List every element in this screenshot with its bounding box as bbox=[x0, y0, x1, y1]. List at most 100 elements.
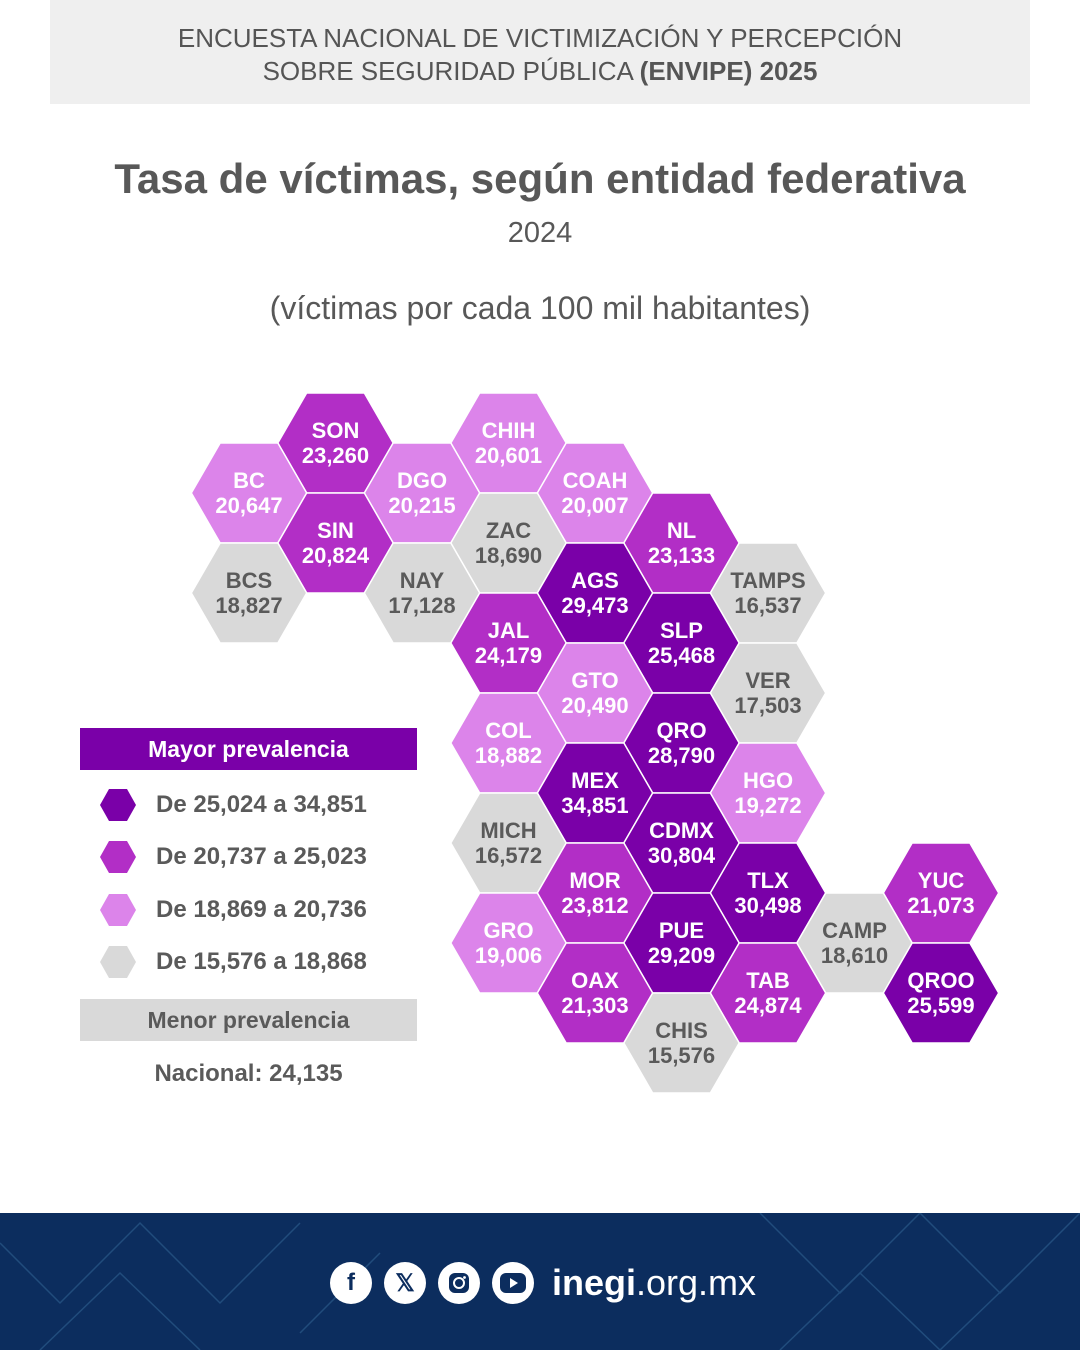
hexagon-icon bbox=[100, 894, 136, 926]
instagram-icon[interactable] bbox=[438, 1262, 480, 1304]
legend-item: De 25,024 a 34,851 bbox=[100, 787, 367, 823]
state-value: 21,303 bbox=[561, 993, 628, 1018]
state-value: 28,790 bbox=[648, 743, 715, 768]
state-value: 17,503 bbox=[734, 693, 801, 718]
legend-item-label: De 25,024 a 34,851 bbox=[156, 791, 367, 818]
state-code: COAH bbox=[563, 468, 628, 493]
header-line-2-text: SOBRE SEGURIDAD PÚBLICA bbox=[262, 56, 640, 86]
state-code: HGO bbox=[743, 768, 793, 793]
legend-item-label: De 18,869 a 20,736 bbox=[156, 896, 367, 923]
social-links: f 𝕏 inegi.org.mx bbox=[330, 1262, 756, 1304]
state-value: 34,851 bbox=[561, 793, 628, 818]
state-code: SIN bbox=[317, 518, 354, 543]
hex-shape bbox=[622, 992, 741, 1094]
state-code: CDMX bbox=[649, 818, 714, 843]
header-line-1: ENCUESTA NACIONAL DE VICTIMIZACIÓN Y PER… bbox=[177, 23, 903, 53]
state-code: CHIH bbox=[482, 418, 536, 443]
state-value: 24,874 bbox=[734, 993, 802, 1018]
hexagon-icon bbox=[100, 841, 136, 873]
state-value: 20,647 bbox=[215, 493, 282, 518]
state-value: 21,073 bbox=[907, 893, 974, 918]
legend-top-label: Mayor prevalencia bbox=[80, 728, 417, 770]
legend-item-label: De 20,737 a 25,023 bbox=[156, 843, 367, 870]
unit-label: (víctimas por cada 100 mil habitantes) bbox=[269, 290, 811, 326]
state-code: YUC bbox=[918, 868, 965, 893]
state-code: COL bbox=[485, 718, 531, 743]
state-code: NL bbox=[667, 518, 696, 543]
legend-item-label: De 15,576 a 18,868 bbox=[156, 948, 367, 975]
page-title: Tasa de víctimas, según entidad federati… bbox=[114, 155, 966, 202]
state-code: SON bbox=[312, 418, 360, 443]
state-code: BCS bbox=[226, 568, 272, 593]
state-code: AGS bbox=[571, 568, 619, 593]
state-value: 18,882 bbox=[475, 743, 542, 768]
year: 2024 bbox=[507, 217, 573, 249]
state-value: 23,133 bbox=[648, 543, 715, 568]
state-code: SLP bbox=[660, 618, 703, 643]
state-code: QRO bbox=[656, 718, 706, 743]
state-code: BC bbox=[233, 468, 265, 493]
state-value: 30,804 bbox=[648, 843, 716, 868]
youtube-icon[interactable] bbox=[492, 1262, 534, 1304]
facebook-icon[interactable]: f bbox=[330, 1262, 372, 1304]
state-code: MOR bbox=[569, 868, 620, 893]
state-code: OAX bbox=[571, 968, 619, 993]
state-value: 20,601 bbox=[475, 443, 542, 468]
national-rate: Nacional: 24,135 bbox=[154, 1060, 343, 1087]
website-link[interactable]: inegi.org.mx bbox=[552, 1262, 756, 1304]
state-value: 20,824 bbox=[302, 543, 370, 568]
state-code: NAY bbox=[400, 568, 445, 593]
state-code: CHIS bbox=[655, 1018, 708, 1043]
site-rest: .org.mx bbox=[636, 1262, 757, 1303]
hexagon-icon bbox=[100, 789, 136, 821]
state-value: 20,490 bbox=[561, 693, 628, 718]
state-value: 20,007 bbox=[561, 493, 628, 518]
legend-item: De 15,576 a 18,868 bbox=[100, 944, 367, 980]
state-code: QROO bbox=[907, 968, 974, 993]
state-code: MEX bbox=[571, 768, 619, 793]
state-value: 25,599 bbox=[907, 993, 974, 1018]
footer bbox=[0, 1213, 1080, 1350]
state-code: TAMPS bbox=[730, 568, 805, 593]
state-code: VER bbox=[745, 668, 790, 693]
state-value: 16,572 bbox=[475, 843, 542, 868]
header-line-2-bold: (ENVIPE) 2025 bbox=[639, 56, 818, 86]
state-value: 18,827 bbox=[215, 593, 282, 618]
x-icon[interactable]: 𝕏 bbox=[384, 1262, 426, 1304]
state-value: 20,215 bbox=[388, 493, 455, 518]
state-code: CAMP bbox=[822, 918, 887, 943]
state-code: GTO bbox=[571, 668, 618, 693]
survey-header: ENCUESTA NACIONAL DE VICTIMIZACIÓN Y PER… bbox=[50, 0, 1030, 104]
state-code: JAL bbox=[488, 618, 530, 643]
state-value: 19,006 bbox=[475, 943, 542, 968]
state-value: 29,473 bbox=[561, 593, 628, 618]
hexagon-icon bbox=[100, 946, 136, 978]
header-line-2: SOBRE SEGURIDAD PÚBLICA (ENVIPE) 2025 bbox=[50, 55, 1030, 88]
state-code: MICH bbox=[480, 818, 536, 843]
state-value: 24,179 bbox=[475, 643, 542, 668]
state-code: TAB bbox=[746, 968, 790, 993]
legend-item: De 18,869 a 20,736 bbox=[100, 892, 367, 928]
